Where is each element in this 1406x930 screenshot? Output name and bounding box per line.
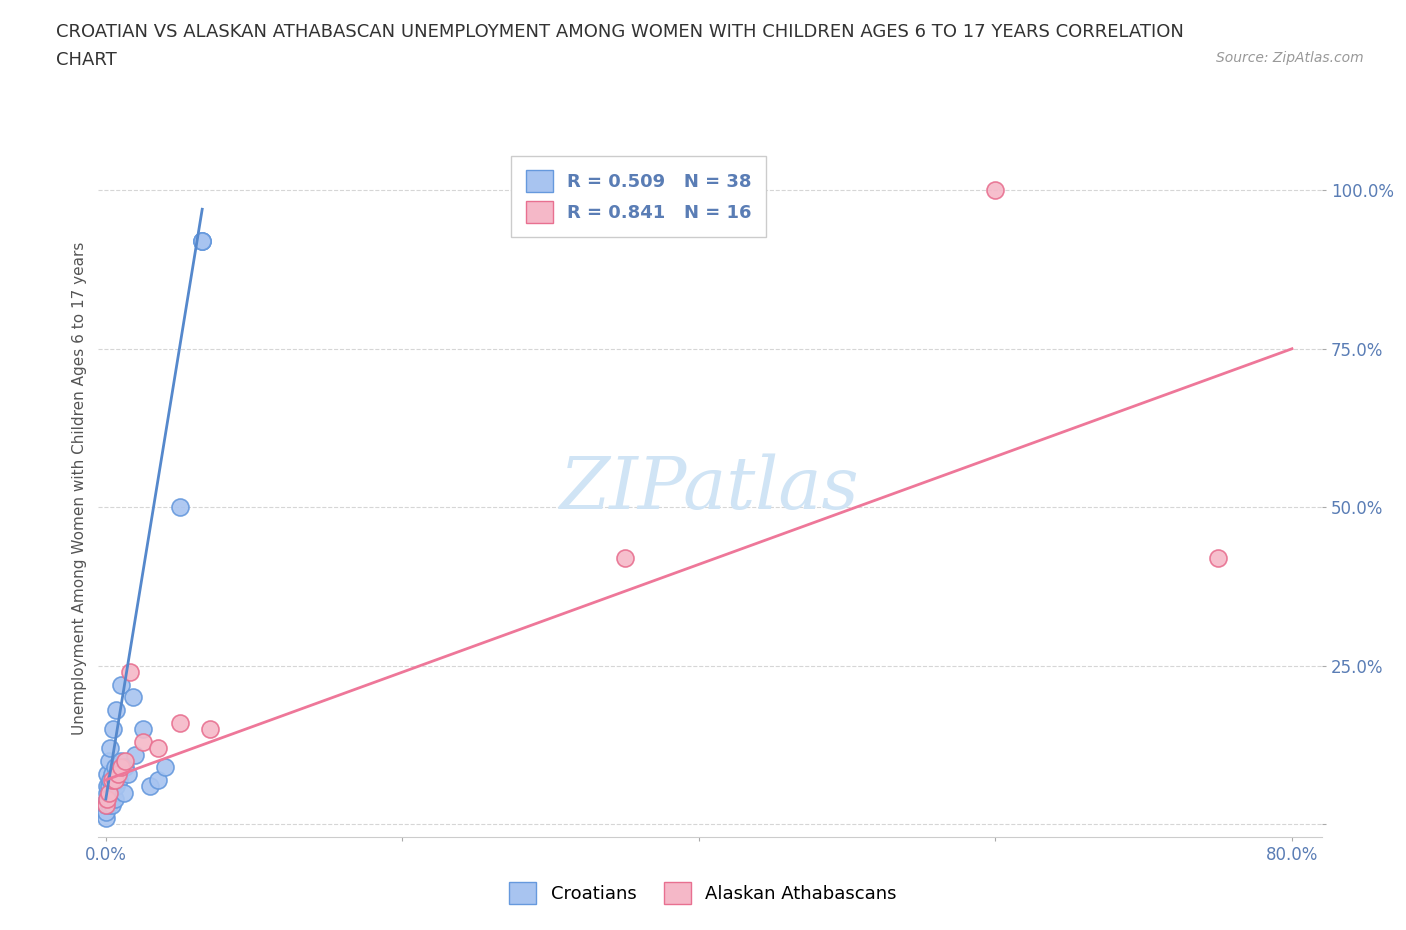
Point [103,785,125,800]
Point [1206,551,1229,565]
Point [97,753,120,768]
Point [96,791,118,806]
Point [98,791,121,806]
Text: ZIPatlas: ZIPatlas [560,453,860,524]
Point [97,785,120,800]
Point [118,665,141,680]
Point [984,183,1007,198]
Point [94,798,117,813]
Point [97,778,120,793]
Point [100,798,122,813]
Point [103,722,125,737]
Text: CROATIAN VS ALASKAN ATHABASCAN UNEMPLOYMENT AMONG WOMEN WITH CHILDREN AGES 6 TO : CROATIAN VS ALASKAN ATHABASCAN UNEMPLOYM… [56,23,1184,41]
Point [104,773,127,788]
Point [105,778,128,793]
Point [146,741,169,756]
Point [613,551,636,565]
Point [191,233,214,248]
Y-axis label: Unemployment Among Women with Children Ages 6 to 17 years: Unemployment Among Women with Children A… [72,242,87,735]
Point [169,715,191,730]
Point [169,499,191,514]
Point [104,791,127,806]
Point [146,773,169,788]
Point [98,741,121,756]
Point [198,722,221,737]
Point [124,747,146,762]
Point [105,703,128,718]
Point [110,753,132,768]
Point [104,760,127,775]
Text: CHART: CHART [56,51,117,69]
Point [94,804,117,819]
Point [110,677,132,692]
Point [96,778,118,793]
Point [112,785,135,800]
Point [132,735,155,750]
Point [107,766,129,781]
Text: Source: ZipAtlas.com: Source: ZipAtlas.com [1216,51,1364,65]
Point [132,722,155,737]
Point [94,798,117,813]
Point [100,773,122,788]
Legend: Croatians, Alaskan Athabascans: Croatians, Alaskan Athabascans [502,875,904,911]
Point [139,778,162,793]
Point [94,811,117,826]
Point [108,773,131,788]
Legend: R = 0.509   N = 38, R = 0.841   N = 16: R = 0.509 N = 38, R = 0.841 N = 16 [512,155,766,237]
Point [153,760,176,775]
Point [96,791,118,806]
Point [96,785,118,800]
Point [191,233,214,248]
Point [96,766,118,781]
Point [97,798,120,813]
Point [121,690,143,705]
Point [110,760,132,775]
Point [107,766,129,781]
Point [117,766,139,781]
Point [114,753,136,768]
Point [100,766,122,781]
Point [98,773,121,788]
Point [114,760,136,775]
Point [191,233,214,248]
